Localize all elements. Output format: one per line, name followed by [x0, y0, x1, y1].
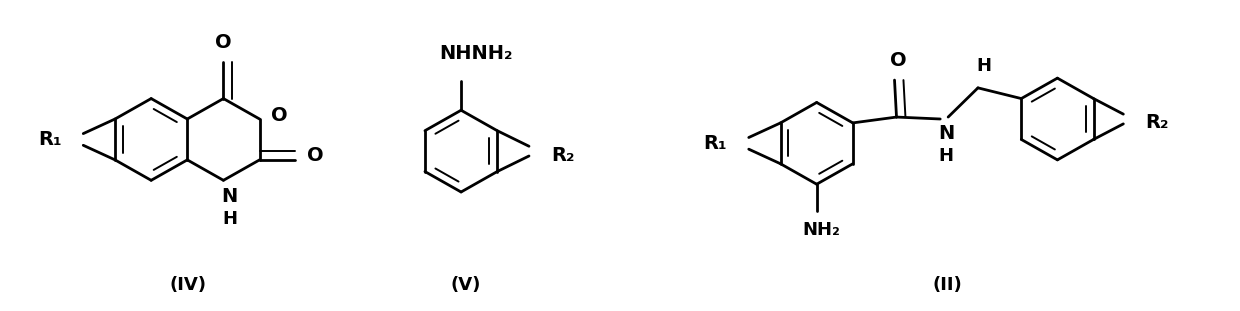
Text: R₁: R₁	[703, 134, 727, 153]
Text: O: O	[215, 33, 232, 52]
Text: H: H	[222, 210, 237, 228]
Text: (II): (II)	[932, 276, 962, 295]
Text: (V): (V)	[451, 276, 481, 295]
Text: N: N	[937, 124, 955, 143]
Text: (IV): (IV)	[170, 276, 206, 295]
Text: H: H	[976, 58, 992, 76]
Text: O: O	[306, 146, 324, 165]
Text: H: H	[939, 147, 954, 165]
Text: NHNH₂: NHNH₂	[439, 44, 512, 63]
Text: O: O	[272, 106, 288, 125]
Text: O: O	[890, 51, 906, 70]
Text: R₂: R₂	[551, 146, 574, 165]
Text: NH₂: NH₂	[802, 221, 841, 239]
Text: N: N	[221, 187, 238, 207]
Text: R₂: R₂	[1146, 114, 1168, 132]
Text: R₁: R₁	[37, 130, 62, 149]
